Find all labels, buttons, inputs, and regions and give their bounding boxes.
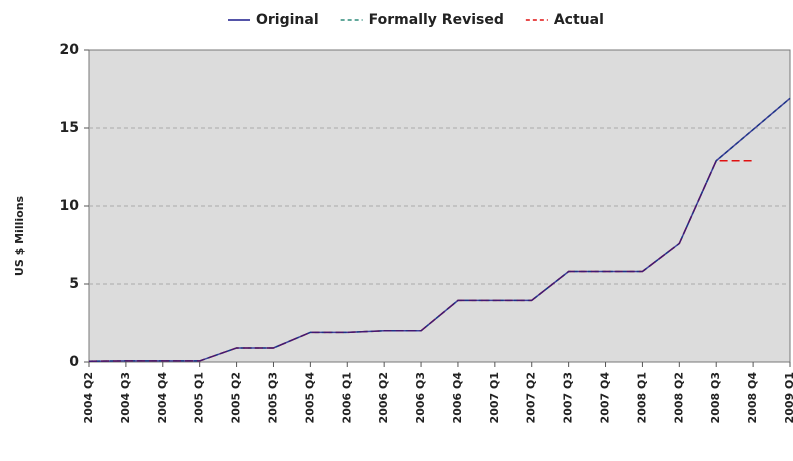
x-tick-label: 2005 Q3: [266, 372, 279, 423]
x-tick-label: 2008 Q3: [709, 372, 722, 423]
x-tick-label: 2007 Q2: [525, 372, 538, 423]
x-tick-label: 2005 Q4: [303, 372, 316, 424]
x-tick-label: 2004 Q2: [82, 372, 95, 423]
x-tick-label: 2007 Q4: [599, 372, 612, 424]
y-tick-label: 15: [60, 120, 79, 136]
legend-label: Original: [256, 12, 319, 28]
x-tick-label: 2007 Q1: [488, 372, 501, 423]
x-tick-label: 2006 Q2: [377, 372, 390, 423]
y-tick-label: 10: [60, 198, 80, 214]
y-tick-label: 5: [69, 276, 79, 292]
x-tick-label: 2006 Q1: [340, 372, 353, 423]
x-tick-label: 2009 Q1: [783, 372, 793, 423]
x-tick-label: 2004 Q4: [156, 372, 169, 424]
x-tick-label: 2005 Q1: [193, 372, 206, 423]
x-tick-label: 2007 Q3: [562, 372, 575, 423]
x-tick-label: 2008 Q2: [672, 372, 685, 423]
y-tick-label: 0: [69, 354, 79, 370]
y-tick-label: 20: [60, 42, 80, 58]
x-tick-label: 2005 Q2: [230, 372, 243, 423]
x-tick-label: 2006 Q3: [414, 372, 427, 423]
x-tick-label: 2008 Q1: [635, 372, 648, 423]
y-axis-label: US $ Millions: [13, 195, 26, 276]
x-tick-label: 2008 Q4: [746, 372, 759, 424]
legend-label: Actual: [554, 12, 604, 28]
x-tick-label: 2004 Q3: [119, 372, 132, 423]
line-series: [88, 97, 791, 362]
x-tick-label: 2006 Q4: [451, 372, 464, 424]
legend-label: Formally Revised: [369, 12, 504, 28]
